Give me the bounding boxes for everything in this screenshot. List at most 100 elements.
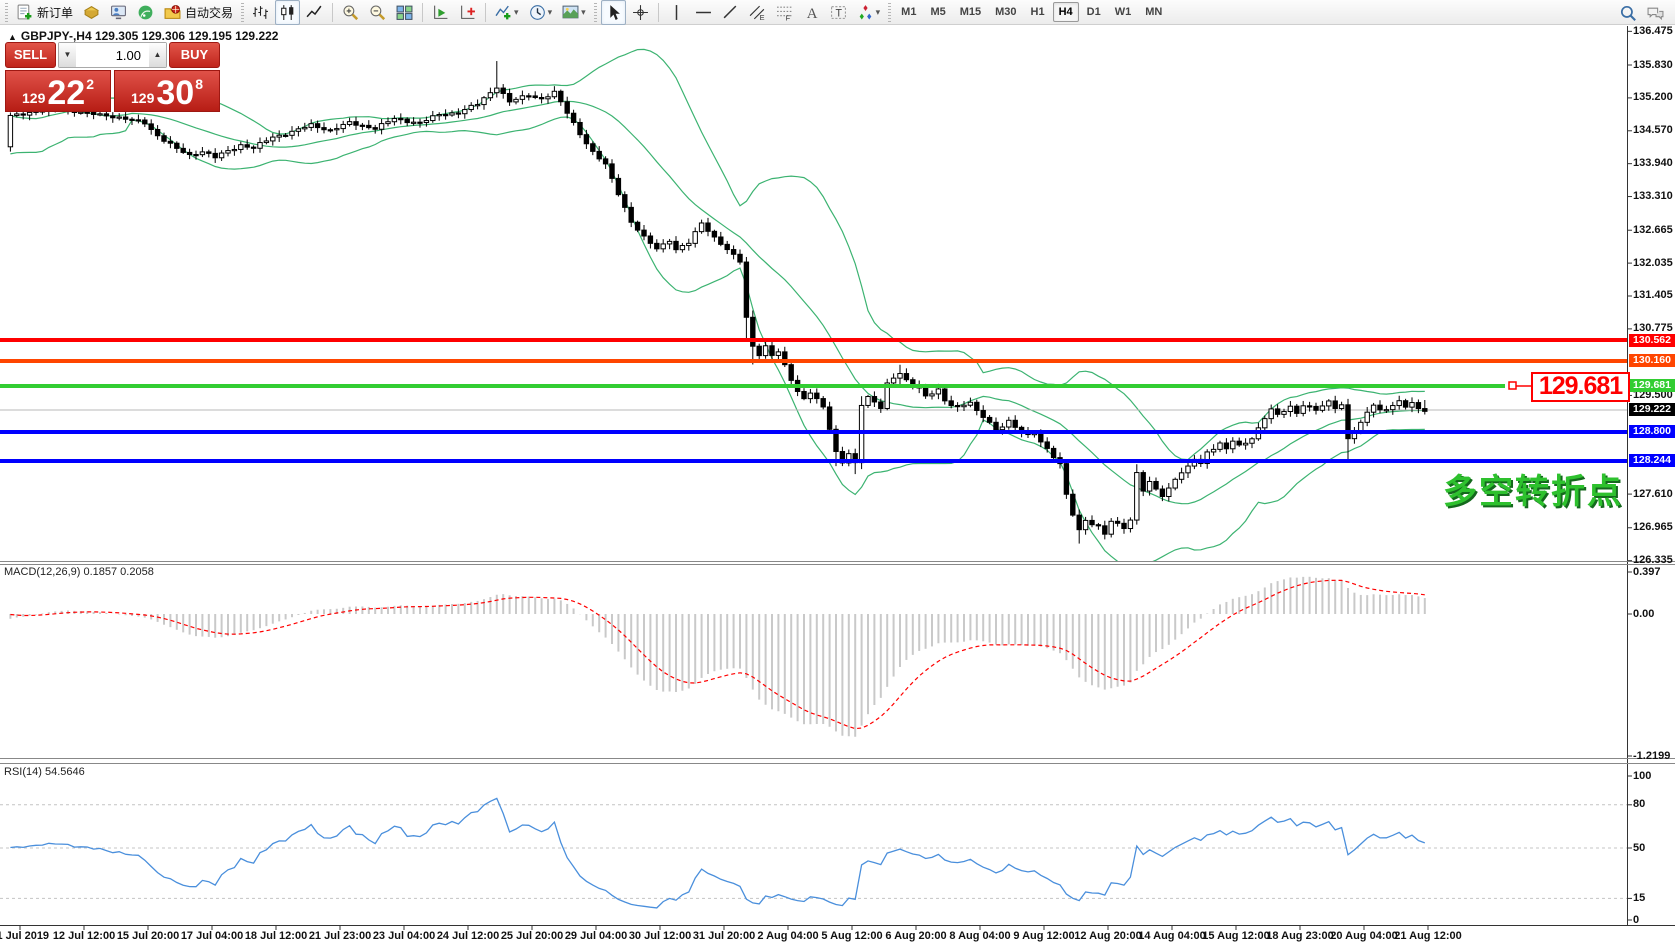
candle-chart-button[interactable] <box>275 0 301 25</box>
volume-stepper: ▼ ▲ <box>58 42 167 68</box>
candle <box>423 120 430 124</box>
fibonacci-button[interactable]: F <box>772 0 797 25</box>
chart-shift-button[interactable] <box>455 0 480 25</box>
crosshair-button[interactable] <box>628 0 653 25</box>
sell-price-button[interactable]: 129 22 2 <box>5 70 111 112</box>
chart-window-button[interactable] <box>79 0 104 25</box>
candle <box>148 123 154 130</box>
text-button[interactable]: A <box>799 0 824 25</box>
new-order-button[interactable]: 新订单 <box>12 0 77 25</box>
templates-icon <box>562 4 579 21</box>
timeframe-m5[interactable]: M5 <box>930 6 946 18</box>
market-watch-button[interactable] <box>106 0 131 25</box>
candle <box>602 158 609 165</box>
channel-button[interactable]: E <box>745 0 770 25</box>
timeframe-m30[interactable]: M30 <box>995 6 1017 18</box>
candle <box>270 136 276 142</box>
line-chart-button[interactable] <box>302 0 327 25</box>
buy-price-point: 8 <box>195 76 203 92</box>
timeframe-h1[interactable]: H1 <box>1030 6 1045 18</box>
annotation-text[interactable]: 多空转折点 <box>1443 473 1623 511</box>
line-chart-icon <box>306 4 323 21</box>
buy-price-button[interactable]: 129 30 8 <box>114 70 220 112</box>
candle <box>372 127 378 130</box>
price-callout-label[interactable]: 129.681 <box>1531 372 1630 402</box>
vertical-line-button[interactable] <box>664 0 689 25</box>
timeframe-m1[interactable]: M1 <box>901 6 917 18</box>
vline-icon <box>668 4 685 21</box>
price-badge: 130.562 <box>1629 333 1675 347</box>
fibo-icon: F <box>776 4 793 21</box>
chevron-down-icon[interactable]: ▾ <box>875 6 881 17</box>
panel-collapse-icon[interactable]: ▲ <box>8 32 17 42</box>
candle <box>551 90 558 98</box>
candle <box>1422 408 1428 412</box>
arrows-button[interactable]: ▾ <box>853 0 885 25</box>
price-axis-label: 135.830 <box>1633 58 1673 71</box>
candle <box>1050 447 1057 459</box>
chevron-down-icon[interactable]: ▾ <box>514 6 519 17</box>
signals-button[interactable] <box>133 0 158 25</box>
volume-decrease-button[interactable]: ▼ <box>59 43 76 67</box>
price-axis-label: 130.775 <box>1633 322 1673 335</box>
tile-windows-button[interactable] <box>392 0 417 25</box>
auto-scroll-button[interactable] <box>428 0 453 25</box>
chat-button[interactable] <box>1643 1 1668 26</box>
candle <box>353 121 359 126</box>
candle <box>398 118 404 121</box>
candle <box>506 92 513 103</box>
timeframe-m15[interactable]: M15 <box>959 6 982 18</box>
search-button[interactable] <box>1616 1 1641 26</box>
candle <box>455 112 462 115</box>
indicators-button[interactable]: ▾ <box>491 0 523 25</box>
candle <box>1178 472 1185 480</box>
timeframe-d1[interactable]: D1 <box>1086 6 1101 18</box>
candle <box>500 87 506 94</box>
buy-price-figure: 129 <box>131 90 155 106</box>
zoom-in-button[interactable] <box>338 0 363 25</box>
timeframe-h4[interactable]: H4 <box>1052 2 1079 22</box>
candle <box>1044 441 1050 449</box>
candle <box>679 245 686 251</box>
sell-button[interactable]: SELL <box>5 42 56 68</box>
candle <box>481 97 487 106</box>
candle <box>238 144 244 150</box>
candle <box>948 400 954 406</box>
time-axis-label: 21 Jul 23:00 <box>308 930 372 942</box>
timeframe-w1[interactable]: W1 <box>1114 6 1132 18</box>
chevron-down-icon[interactable]: ▾ <box>581 6 586 17</box>
chevron-down-icon[interactable]: ▾ <box>547 6 553 17</box>
volume-increase-button[interactable]: ▲ <box>149 43 166 67</box>
candle <box>954 404 961 408</box>
candle <box>1377 404 1383 411</box>
time-axis-label: 14 Aug 04:00 <box>1138 930 1206 942</box>
bar-chart-button[interactable] <box>248 0 273 25</box>
candle <box>833 428 839 452</box>
candle <box>538 97 545 100</box>
candle <box>212 152 218 159</box>
volume-input[interactable] <box>76 43 149 67</box>
templates-button[interactable]: ▾ <box>558 0 590 25</box>
candle <box>1121 522 1127 530</box>
candle <box>7 114 14 148</box>
autotrade-icon <box>164 4 181 21</box>
candle <box>788 364 794 381</box>
text-label-button[interactable]: T <box>826 0 851 25</box>
candle <box>718 236 724 245</box>
auto-trading-button[interactable]: 自动交易 <box>160 0 237 25</box>
candle <box>1242 442 1249 446</box>
rsi-axis-label: 50 <box>1633 841 1646 854</box>
trendline-button[interactable] <box>718 0 743 25</box>
buy-button[interactable]: BUY <box>169 42 220 68</box>
candle <box>942 388 948 402</box>
periods-button[interactable]: ▾ <box>525 0 557 25</box>
horizontal-line-button[interactable] <box>691 0 716 25</box>
indicators-icon <box>495 4 512 21</box>
candle <box>577 121 583 136</box>
cursor-button[interactable] <box>600 0 626 25</box>
price-axis-label: 131.405 <box>1633 289 1673 302</box>
zoom-out-button[interactable] <box>365 0 390 25</box>
price-badge: 129.222 <box>1629 403 1675 417</box>
timeframe-mn[interactable]: MN <box>1145 6 1163 18</box>
